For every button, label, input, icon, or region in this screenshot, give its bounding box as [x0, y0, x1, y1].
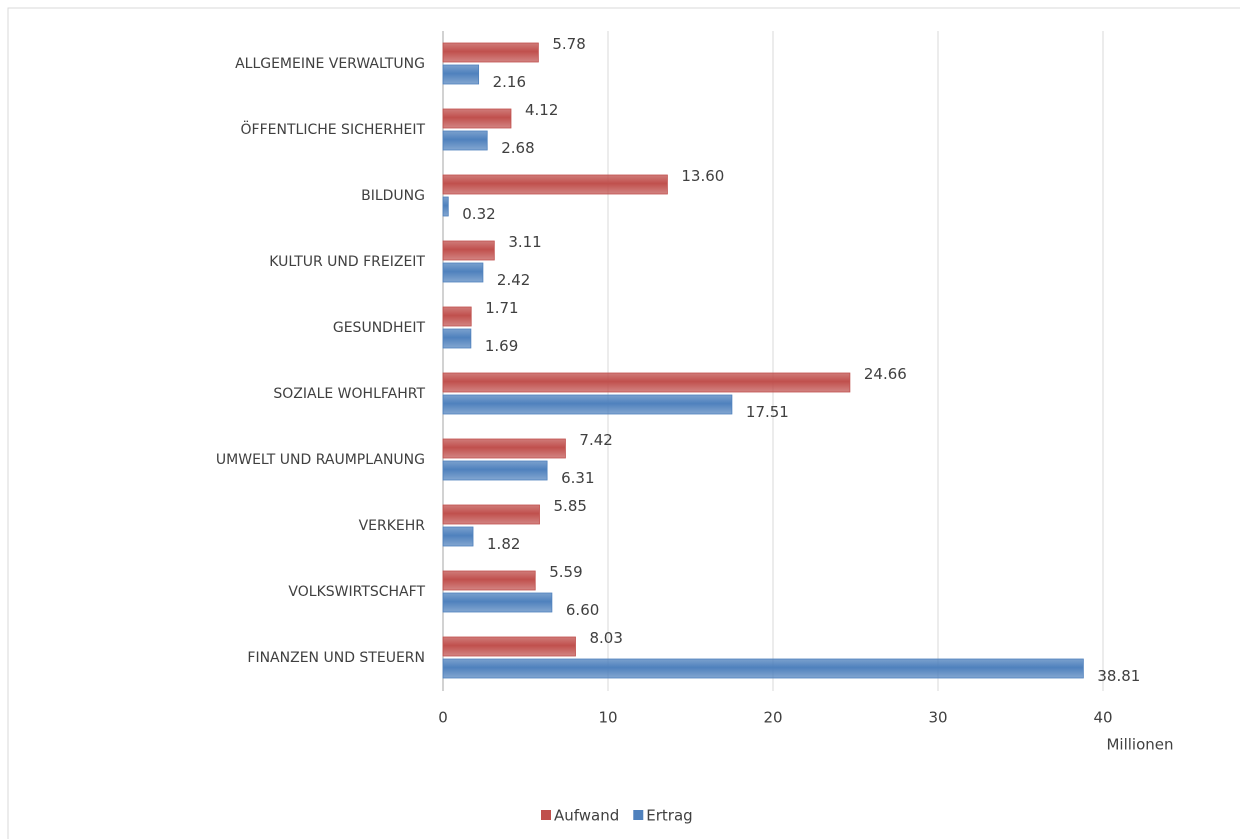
- bar: [442, 196, 449, 217]
- x-tick-label: 40: [1093, 709, 1112, 727]
- bar: [442, 262, 484, 283]
- y-tick-label: FINANZEN UND STEUERN: [247, 650, 425, 666]
- data-label: 1.82: [487, 535, 520, 553]
- bar: [442, 526, 474, 547]
- bar: [442, 306, 472, 327]
- data-label: 0.32: [462, 205, 495, 223]
- data-label: 5.85: [554, 497, 587, 515]
- data-label: 6.31: [561, 469, 594, 487]
- bar: [442, 108, 512, 129]
- chart-frame: [7, 7, 1240, 839]
- data-label: 1.69: [485, 337, 518, 355]
- bar: [442, 130, 488, 151]
- legend-label: Ertrag: [646, 807, 692, 825]
- legend-label: Aufwand: [554, 807, 619, 825]
- y-tick-label: UMWELT UND RAUMPLANUNG: [216, 452, 425, 468]
- bar: [442, 460, 548, 481]
- data-label: 7.42: [579, 431, 612, 449]
- data-label: 13.60: [681, 167, 724, 185]
- data-label: 3.11: [508, 233, 541, 251]
- data-label: 4.12: [525, 101, 558, 119]
- data-label: 38.81: [1097, 667, 1140, 685]
- bar: [442, 174, 668, 195]
- bar: [442, 328, 472, 349]
- data-label: 6.60: [566, 601, 599, 619]
- x-tick-label: 0: [438, 709, 448, 727]
- x-tick-label: 30: [928, 709, 947, 727]
- data-label: 2.42: [497, 271, 530, 289]
- bar: [442, 394, 733, 415]
- y-tick-label: BILDUNG: [361, 188, 425, 204]
- bar: [442, 438, 566, 459]
- bar: [442, 592, 553, 613]
- data-label: 24.66: [864, 365, 907, 383]
- data-label: 2.16: [493, 73, 526, 91]
- data-label: 17.51: [746, 403, 789, 421]
- legend-swatch: [541, 810, 551, 820]
- bar: [442, 570, 536, 591]
- data-label: 5.59: [549, 563, 582, 581]
- bar: [442, 658, 1084, 679]
- bar: [442, 636, 576, 657]
- y-tick-label: SOZIALE WOHLFAHRT: [273, 386, 425, 402]
- data-label: 8.03: [589, 629, 622, 647]
- data-label: 2.68: [501, 139, 534, 157]
- bar: [442, 372, 851, 393]
- x-axis-label: Millionen: [1106, 736, 1173, 754]
- x-tick-label: 20: [763, 709, 782, 727]
- data-label: 5.78: [552, 35, 585, 53]
- bar: [442, 504, 540, 525]
- y-tick-label: VOLKSWIRTSCHAFT: [288, 584, 425, 600]
- data-label: 1.71: [485, 299, 518, 317]
- bar: [442, 240, 495, 261]
- legend-swatch: [633, 810, 644, 820]
- bar: [442, 64, 480, 85]
- y-tick-label: ALLGEMEINE VERWALTUNG: [235, 56, 425, 72]
- y-tick-label: GESUNDHEIT: [333, 320, 426, 336]
- y-tick-label: KULTUR UND FREIZEIT: [269, 254, 425, 270]
- x-tick-label: 10: [598, 709, 617, 727]
- y-tick-label: VERKEHR: [359, 518, 426, 534]
- y-tick-label: ÖFFENTLICHE SICHERHEIT: [241, 120, 426, 138]
- bar: [442, 42, 539, 63]
